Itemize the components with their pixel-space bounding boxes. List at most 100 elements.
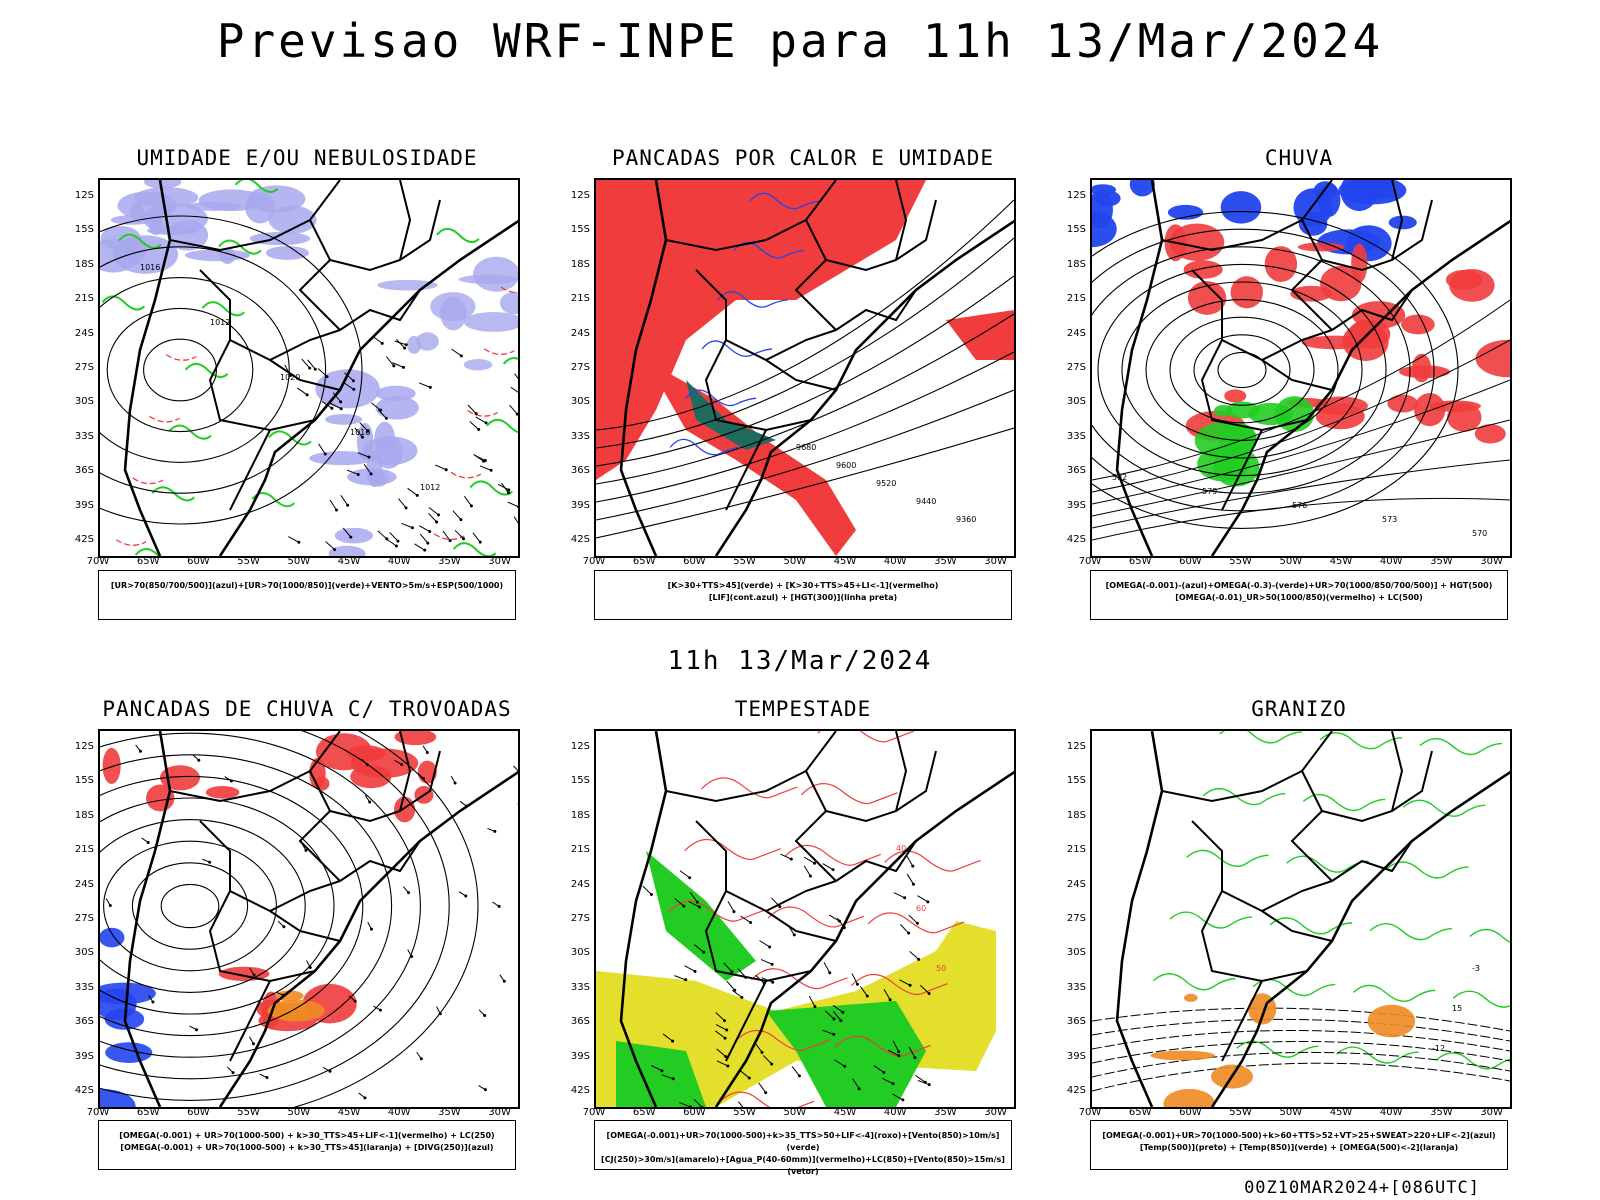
- state-border: [309, 199, 441, 272]
- temp-850-contour: [1369, 922, 1452, 941]
- lat-label: 39S: [74, 499, 94, 511]
- coastline: [123, 180, 518, 556]
- height-contour: [1092, 211, 1459, 529]
- rain-area: [1320, 265, 1362, 302]
- divergence-area: [100, 1088, 136, 1107]
- wind-vector: [851, 973, 858, 985]
- state-border: [1221, 980, 1263, 1062]
- streamline-arrow: [378, 1008, 382, 1012]
- wind-vector: [908, 1046, 916, 1058]
- wind-arrow: [435, 520, 439, 524]
- lat-label: 12S: [570, 741, 590, 752]
- wind-vector: [831, 868, 835, 872]
- lat-label: 24S: [74, 878, 94, 890]
- wind-vector: [909, 951, 919, 960]
- wind-arrow: [515, 412, 518, 416]
- wind-arrow: [442, 530, 451, 541]
- wind-vector: [839, 1019, 843, 1023]
- contour-label: 1020: [280, 373, 300, 382]
- height-contour: [1092, 379, 1510, 505]
- streamline-arrow: [252, 973, 256, 977]
- temp-500-contour: [1092, 1051, 1510, 1078]
- lat-label: 15S: [74, 224, 94, 236]
- temp-500-contour: [1092, 1040, 1510, 1064]
- wind-arrow: [363, 463, 372, 475]
- state-border: [399, 180, 412, 261]
- lat-label: 36S: [1066, 465, 1086, 477]
- temp-850-contour: [1302, 793, 1386, 812]
- lifted-index-contour: [749, 192, 820, 210]
- wind-arrow: [497, 483, 510, 491]
- thickness-contour: [115, 539, 147, 546]
- wind-vector: [778, 905, 782, 909]
- wind-vector: [749, 921, 753, 925]
- lon-label: 30W: [1480, 556, 1503, 567]
- legend-line: [OMEGA(-0.001)-(azul)+OMEGA(-0.3)-(verde…: [1105, 581, 1493, 590]
- omega-area: [1129, 180, 1155, 197]
- height-contour: [1217, 351, 1267, 389]
- wind-vector: [906, 873, 914, 885]
- wind-vector: [837, 919, 841, 923]
- lon-label: 60W: [1179, 1107, 1202, 1118]
- wind-vector: [726, 1064, 730, 1068]
- lon-label: 65W: [1128, 1107, 1152, 1118]
- lat-label: 39S: [570, 1050, 590, 1062]
- wind-vector: [747, 1076, 751, 1080]
- lat-label: 30S: [570, 396, 590, 408]
- omega-500-area: [1163, 1088, 1215, 1107]
- lat-label: 18S: [74, 809, 94, 821]
- wind-arrow: [333, 548, 337, 552]
- lat-label: 36S: [74, 465, 94, 477]
- wind-arrow: [506, 491, 510, 495]
- map-umidade: 1016 1012 1020 1016 1012: [98, 178, 520, 558]
- streamline-arrow: [369, 927, 373, 931]
- height-contour: [1092, 459, 1510, 529]
- wind-vector: [865, 994, 869, 998]
- contour-label: 9440: [916, 497, 936, 506]
- rain-area: [1447, 402, 1482, 432]
- wind-arrow: [340, 495, 349, 506]
- state-border: [1200, 339, 1308, 432]
- humidity-lower-contour: [234, 180, 279, 193]
- streamline-arrow: [419, 1057, 423, 1061]
- wind-arrow: [514, 373, 518, 380]
- wind-vector: [759, 940, 770, 948]
- lat-label: 12S: [1066, 741, 1086, 752]
- lon-label: 70W: [1078, 1107, 1102, 1118]
- state-border: [704, 890, 812, 983]
- lat-label: 36S: [74, 1016, 94, 1028]
- wind-arrow: [329, 499, 337, 511]
- wind-arrow: [332, 392, 342, 403]
- humidity-lower-contour: [184, 362, 229, 379]
- lat-label: 15S: [570, 224, 590, 236]
- streamline-arrow: [483, 1088, 487, 1092]
- temp-850-contour: [1452, 990, 1510, 1008]
- wind-arrow: [330, 402, 342, 410]
- wind-vector: [913, 1056, 917, 1060]
- height-contour: [1092, 246, 1411, 494]
- streamline: [100, 731, 450, 1101]
- wind-vector: [823, 962, 831, 974]
- thunder-area: [394, 731, 437, 746]
- humidity-lower-contour: [101, 295, 146, 311]
- lon-label: 40W: [1379, 1107, 1403, 1118]
- streamline-arrow: [229, 779, 233, 783]
- lat-label: 21S: [570, 293, 590, 305]
- lat-label: 21S: [570, 844, 590, 856]
- wind-vector: [723, 1036, 727, 1040]
- lon-label: 55W: [1229, 556, 1252, 567]
- rain-area: [1401, 314, 1435, 335]
- wind-vector: [716, 1060, 729, 1067]
- isobar: [106, 307, 254, 433]
- humidity-lower-contour: [502, 357, 518, 365]
- map-chuva: 582 579 576 573 570: [1090, 178, 1512, 558]
- wind-arrow: [323, 452, 327, 456]
- wind-vector: [723, 962, 733, 973]
- streamline-arrow: [208, 860, 212, 864]
- wind-arrow: [357, 452, 370, 458]
- lat-label: 12S: [570, 190, 590, 201]
- state-border: [208, 339, 316, 432]
- wind-vector: [770, 1062, 774, 1066]
- wind-arrow: [394, 340, 407, 346]
- contour-label: 573: [1382, 515, 1397, 524]
